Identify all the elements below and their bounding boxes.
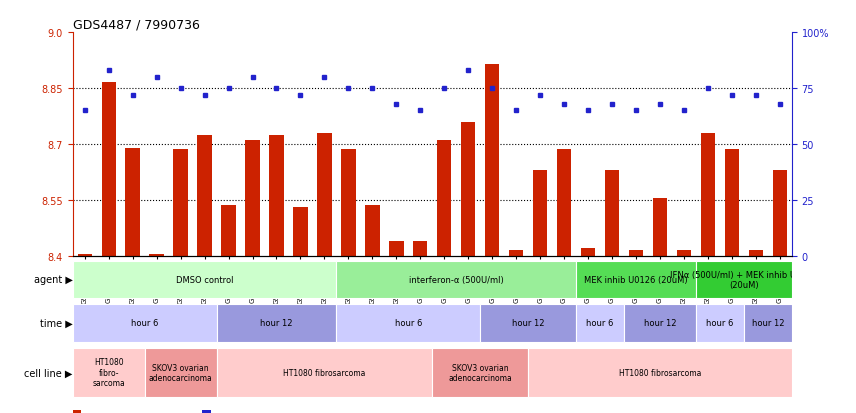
Bar — [222, 206, 235, 256]
Bar — [432, 348, 528, 397]
Bar — [73, 410, 81, 413]
Text: MEK inhib U0126 (20uM): MEK inhib U0126 (20uM) — [584, 275, 688, 284]
Bar — [528, 348, 792, 397]
Bar — [145, 348, 217, 397]
Bar — [336, 261, 576, 299]
Text: GDS4487 / 7990736: GDS4487 / 7990736 — [73, 19, 199, 32]
Bar — [270, 135, 283, 256]
Text: hour 6: hour 6 — [706, 319, 734, 328]
Text: hour 12: hour 12 — [512, 319, 544, 328]
Bar — [480, 304, 576, 342]
Bar — [73, 261, 336, 299]
Text: HT1080 fibrosarcoma: HT1080 fibrosarcoma — [619, 368, 701, 377]
Text: agent ▶: agent ▶ — [34, 275, 73, 285]
Bar — [217, 304, 336, 342]
Text: SKOV3 ovarian
adenocarcinoma: SKOV3 ovarian adenocarcinoma — [149, 363, 212, 382]
Bar — [437, 141, 451, 256]
Bar — [78, 254, 92, 256]
Bar — [246, 141, 259, 256]
Bar — [150, 254, 163, 256]
Bar — [725, 150, 739, 256]
Text: DMSO control: DMSO control — [175, 275, 234, 284]
Text: hour 6: hour 6 — [395, 319, 422, 328]
Bar — [389, 241, 403, 256]
Bar — [773, 171, 787, 256]
Bar — [461, 122, 475, 256]
Bar — [629, 251, 643, 256]
Bar — [509, 251, 523, 256]
Bar — [366, 206, 379, 256]
Bar — [198, 135, 211, 256]
Bar — [581, 249, 595, 256]
Bar — [605, 171, 619, 256]
Bar — [342, 150, 355, 256]
Bar — [73, 348, 145, 397]
Bar — [624, 304, 696, 342]
Bar — [102, 83, 116, 256]
Bar — [336, 304, 480, 342]
Text: hour 6: hour 6 — [586, 319, 614, 328]
Text: interferon-α (500U/ml): interferon-α (500U/ml) — [409, 275, 503, 284]
Text: cell line ▶: cell line ▶ — [24, 368, 73, 377]
Bar — [653, 199, 667, 256]
Text: hour 12: hour 12 — [644, 319, 676, 328]
Bar — [318, 133, 331, 256]
Bar — [294, 208, 307, 256]
Text: hour 12: hour 12 — [752, 319, 784, 328]
Bar — [533, 171, 547, 256]
Bar — [557, 150, 571, 256]
Bar — [413, 241, 427, 256]
Text: SKOV3 ovarian
adenocarcinoma: SKOV3 ovarian adenocarcinoma — [449, 363, 512, 382]
Bar — [677, 251, 691, 256]
Bar — [744, 304, 792, 342]
Text: IFNα (500U/ml) + MEK inhib U0126
(20uM): IFNα (500U/ml) + MEK inhib U0126 (20uM) — [670, 270, 817, 290]
Bar — [696, 261, 792, 299]
Bar — [576, 304, 624, 342]
Text: hour 12: hour 12 — [260, 319, 293, 328]
Text: HT1080
fibro-
sarcoma: HT1080 fibro- sarcoma — [92, 358, 125, 387]
Bar — [696, 304, 744, 342]
Bar — [576, 261, 696, 299]
Bar — [202, 410, 211, 413]
Bar — [217, 348, 432, 397]
Bar — [485, 65, 499, 256]
Bar — [126, 148, 140, 256]
Bar — [701, 133, 715, 256]
Bar — [73, 304, 217, 342]
Text: HT1080 fibrosarcoma: HT1080 fibrosarcoma — [283, 368, 366, 377]
Text: hour 6: hour 6 — [131, 319, 158, 328]
Text: time ▶: time ▶ — [40, 318, 73, 328]
Bar — [174, 150, 187, 256]
Bar — [749, 251, 763, 256]
